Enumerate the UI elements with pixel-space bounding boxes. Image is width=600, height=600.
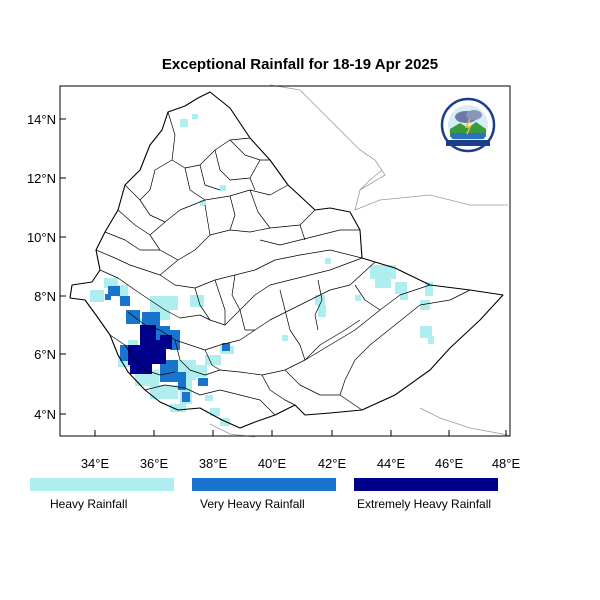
heavy-rain-cell [205,355,221,365]
country-outline [69,91,504,429]
map-title: Exceptional Rainfall for 18-19 Apr 2025 [161,56,439,73]
extremely-heavy-rain-cell [160,335,172,349]
x-tick-label: 36°E [140,456,169,471]
axis-tick-labels: 34°E 36°E 38°E 40°E 42°E 44°E 46°E 48°E 4°N 6°N 8°… [27,112,521,471]
heavy-rain-cell [150,385,178,399]
heavy-rain-cell [420,300,430,310]
legend-swatch-extremely-heavy [354,478,498,491]
heavy-rain-cell [190,295,204,307]
heavy-rain-cell [118,285,128,297]
y-tick-label: 8°N [34,289,56,304]
y-tick-label: 6°N [34,347,56,362]
very-heavy-rain-cell [198,378,208,386]
heavy-rain-cell [355,295,361,301]
heavy-rain-cell [220,185,226,191]
y-tick-label: 4°N [34,407,56,422]
heavy-rain-cell [210,408,220,416]
heavy-rain-cell [195,365,207,377]
heavy-rain-cell [220,418,230,426]
heavy-rain-cell [200,200,206,206]
heavy-rain-cell [282,335,288,341]
legend-label-heavy: Heavy Rainfall [50,497,128,511]
x-tick-label: 46°E [435,456,464,471]
very-heavy-rain-cell [178,372,186,390]
y-tick-label: 10°N [27,230,56,245]
x-tick-label: 34°E [81,456,110,471]
extremely-heavy-rain-cell [130,360,152,374]
x-tick-label: 44°E [377,456,406,471]
y-tick-label: 12°N [27,171,56,186]
heavy-rain-cell [315,295,325,305]
heavy-rain-cell [150,296,178,310]
heavy-rain-cell [170,404,186,412]
heavy-rain-cell [395,282,407,294]
x-tick-label: 42°E [318,456,347,471]
admin-boundaries [95,111,471,416]
legend-swatch-very-heavy [192,478,336,491]
y-tick-label: 14°N [27,112,56,127]
very-heavy-rain-cell [120,296,130,306]
axis-ticks [60,118,507,436]
legend-swatch-heavy [30,478,174,491]
heavy-rain-cell [104,278,118,288]
very-heavy-rain-cell [182,392,190,402]
very-heavy-rain-cell [160,360,178,382]
x-tick-label: 40°E [258,456,287,471]
very-heavy-rain-cell [222,343,230,351]
heavy-rain-cell [420,326,432,338]
heavy-rain-cell [400,294,408,300]
rainfall-cells [90,114,434,426]
very-heavy-rain-cell [142,312,160,326]
x-tick-label: 38°E [199,456,228,471]
very-heavy-rain-cell [105,294,111,300]
heavy-rain-cell [425,282,433,296]
heavy-rain-cell [205,395,213,401]
heavy-rain-cell [370,265,396,279]
heavy-rain-cell [325,258,331,264]
heavy-rain-cell [318,305,326,317]
heavy-rain-cell [375,278,391,288]
legend-label-very-heavy: Very Heavy Rainfall [200,497,305,511]
plot-frame [59,85,511,437]
heavy-rain-cell [428,336,434,344]
heavy-rain-cell [90,290,104,302]
ethiopian-meteorology-institute-logo [440,97,496,153]
heavy-rain-cell [180,119,188,127]
heavy-rain-cell [192,114,198,119]
x-tick-label: 48°E [492,456,521,471]
legend-label-extremely-heavy: Extremely Heavy Rainfall [357,497,492,511]
very-heavy-rain-cell [108,286,120,296]
